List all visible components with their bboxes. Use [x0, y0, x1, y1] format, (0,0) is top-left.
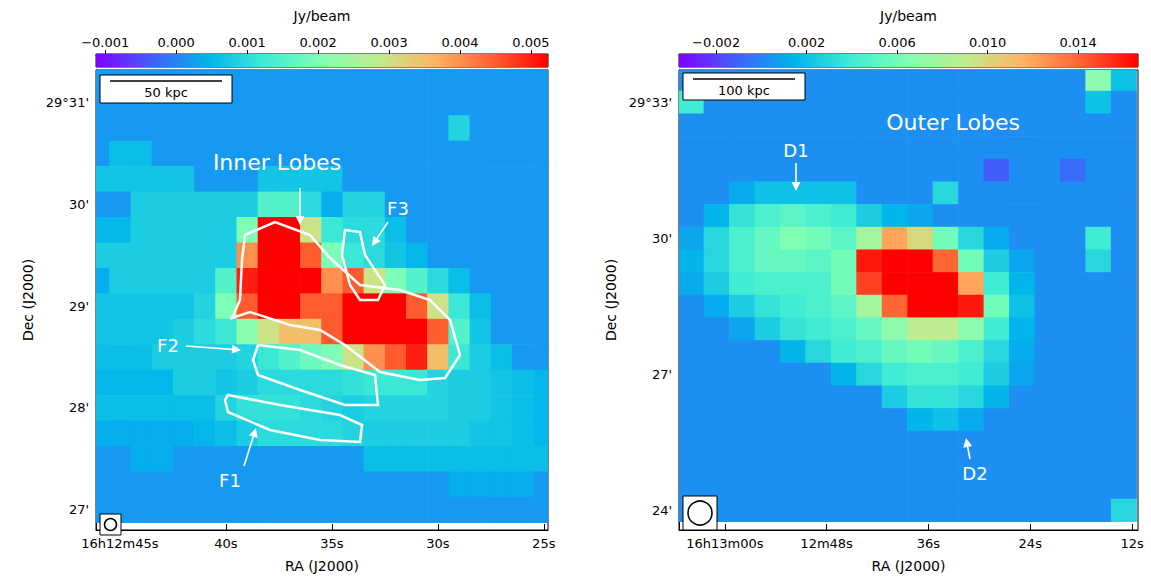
svg-text:16h12m45s: 16h12m45s: [81, 536, 159, 551]
svg-text:Jy/beam: Jy/beam: [879, 8, 937, 24]
svg-text:28': 28': [69, 400, 89, 415]
svg-text:27': 27': [69, 502, 89, 517]
svg-text:Dec (J2000): Dec (J2000): [20, 259, 36, 341]
svg-text:36s: 36s: [917, 536, 941, 551]
svg-text:30': 30': [69, 197, 89, 212]
svg-text:Inner Lobes: Inner Lobes: [213, 150, 341, 175]
svg-text:12s: 12s: [1120, 536, 1144, 551]
svg-text:F3: F3: [387, 198, 409, 219]
svg-text:0.002: 0.002: [788, 35, 825, 50]
svg-text:50 kpc: 50 kpc: [144, 85, 188, 100]
svg-text:25s: 25s: [532, 536, 556, 551]
svg-text:29°31': 29°31': [46, 95, 89, 110]
svg-text:27': 27': [652, 367, 672, 382]
svg-text:30': 30': [652, 231, 672, 246]
svg-text:0.002: 0.002: [299, 35, 336, 50]
svg-text:24': 24': [652, 503, 672, 518]
svg-text:100 kpc: 100 kpc: [718, 83, 770, 98]
svg-text:0.014: 0.014: [1059, 35, 1096, 50]
svg-text:35s: 35s: [320, 536, 344, 551]
svg-text:0.001: 0.001: [229, 35, 266, 50]
svg-text:0.003: 0.003: [370, 35, 407, 50]
svg-text:F2: F2: [157, 335, 179, 356]
svg-text:F1: F1: [219, 470, 241, 491]
svg-text:30s: 30s: [426, 536, 450, 551]
svg-text:Outer Lobes: Outer Lobes: [886, 110, 1020, 135]
svg-text:0.006: 0.006: [878, 35, 915, 50]
svg-text:Jy/beam: Jy/beam: [293, 8, 351, 24]
svg-text:29°33': 29°33': [629, 95, 672, 110]
svg-text:RA (J2000): RA (J2000): [872, 558, 946, 574]
svg-text:40s: 40s: [214, 536, 238, 551]
svg-text:RA (J2000): RA (J2000): [285, 558, 359, 574]
svg-text:0.010: 0.010: [969, 35, 1006, 50]
svg-text:0.004: 0.004: [441, 35, 478, 50]
svg-text:Dec (J2000): Dec (J2000): [603, 259, 619, 341]
svg-text:16h13m00s: 16h13m00s: [686, 536, 764, 551]
svg-text:−0.001: −0.001: [81, 35, 129, 50]
svg-text:D1: D1: [783, 140, 808, 161]
svg-text:0.000: 0.000: [158, 35, 195, 50]
svg-text:12m48s: 12m48s: [800, 536, 853, 551]
svg-text:−0.002: −0.002: [692, 35, 740, 50]
svg-text:D2: D2: [962, 463, 987, 484]
svg-text:29': 29': [69, 299, 89, 314]
svg-text:0.005: 0.005: [512, 35, 549, 50]
svg-text:24s: 24s: [1019, 536, 1043, 551]
